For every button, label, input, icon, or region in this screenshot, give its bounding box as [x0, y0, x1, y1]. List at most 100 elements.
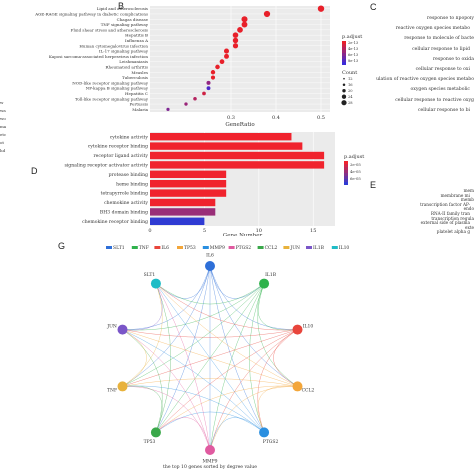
x-tick-label: 0.5	[317, 115, 325, 121]
network-edge	[122, 283, 163, 331]
network-edge	[155, 283, 211, 451]
legend-label: 4e-05	[350, 169, 361, 174]
left-fragment: hd	[0, 148, 6, 153]
legend-label: 2e-13	[348, 41, 359, 45]
go-term-label: transcription regula	[431, 215, 474, 221]
y-tick-label: Leishmaniasis	[119, 59, 148, 64]
bar	[150, 217, 205, 225]
network-edge	[122, 378, 298, 387]
legend-swatch	[283, 246, 290, 249]
network-edge	[155, 411, 265, 433]
bar	[150, 198, 216, 207]
y-tick-label: Pertussis	[130, 102, 148, 107]
network-edge	[122, 329, 298, 338]
legend-swatch	[228, 246, 235, 249]
network-node	[117, 324, 128, 335]
network-edge	[122, 329, 147, 387]
network-edge	[209, 265, 265, 299]
y-tick-label: chemokine receptor binding	[82, 219, 148, 225]
network-edge	[155, 265, 211, 299]
bar	[150, 151, 325, 160]
go-term-label: regulation of reactive oxygen species me…	[376, 77, 474, 83]
legend-swatch	[154, 246, 161, 249]
network-edge	[257, 385, 298, 433]
y-tick-label: protease binding	[109, 172, 148, 178]
legend-colorbar-segment	[344, 170, 348, 173]
legend-label: JUN	[289, 245, 300, 251]
legend-swatch	[257, 246, 264, 249]
x-tick-label: 15	[310, 228, 316, 234]
legend-colorbar-segment	[344, 179, 348, 182]
left-edge-fragments: w wa wo ma etc ot hd	[0, 100, 16, 156]
data-point	[232, 32, 239, 38]
y-tick-label: Hepatitis B	[125, 33, 148, 38]
network-node	[259, 427, 270, 438]
plot-background	[150, 6, 330, 112]
data-point	[237, 26, 243, 33]
bar	[150, 133, 292, 141]
network-edge	[273, 329, 298, 387]
network-node	[150, 427, 161, 438]
network-edge	[209, 417, 265, 451]
y-tick-label: IL-17 signaling pathway	[99, 49, 149, 54]
legend-label: 16	[348, 83, 353, 87]
legend-colorbar-segment	[342, 59, 346, 62]
go-term-label: cellular response to oxi	[415, 67, 470, 72]
legend-swatch	[306, 246, 312, 249]
panel-d-barchart: 0 5 10 15 cytokine activity cytokine receptor…	[64, 132, 364, 236]
go-term-label: exte	[464, 224, 474, 230]
legend-size-dot	[341, 94, 347, 99]
legend-label: 6e-13	[348, 53, 359, 57]
x-tick-label: 0	[148, 228, 151, 234]
legend-swatch	[202, 246, 209, 249]
left-fragment: etc	[0, 132, 7, 137]
bar	[150, 142, 303, 150]
legend-colorbar-segment	[344, 176, 348, 179]
go-term-label: transcription factor AP-	[420, 201, 470, 207]
y-tick-label: signaling receptor activator activity	[64, 163, 148, 169]
data-point	[232, 37, 239, 44]
legend-label: 6e-05	[350, 176, 361, 181]
network-edge	[209, 265, 298, 387]
go-term-label: membrane mi	[440, 192, 470, 198]
y-tick-label: cytokine activity	[110, 134, 149, 140]
node-label: TP53	[144, 439, 156, 445]
data-point	[224, 53, 229, 59]
y-tick-label: Hepatitis C	[125, 91, 148, 96]
panel-d-letter: D	[31, 166, 38, 176]
legend-colorbar-segment	[342, 44, 346, 47]
legend-colorbar-segment	[342, 50, 346, 53]
network-edge	[155, 385, 298, 433]
y-tick-label: NF-kappa B signaling pathway	[86, 86, 149, 91]
go-term-label: cellular response to lipid	[412, 46, 470, 52]
network-node	[205, 445, 215, 455]
legend-label: 24	[348, 95, 353, 99]
go-term-label: cellular response to reactive oxyg	[395, 97, 474, 103]
data-point	[219, 59, 225, 65]
legend-size-dot	[341, 100, 347, 106]
y-tick-label: Measles	[131, 70, 148, 75]
x-tick-label: 0.3	[227, 115, 235, 121]
go-term-label: endo	[463, 206, 474, 212]
legend-label: PTGS2	[236, 245, 252, 251]
y-tick-label: receptor ligand activity	[93, 153, 148, 159]
legend-swatch	[177, 246, 183, 249]
y-tick-label: NOD-like receptor signaling pathway	[72, 80, 148, 85]
network-edge	[257, 283, 298, 387]
legend-colorbar-segment	[342, 56, 346, 59]
network-edge	[155, 283, 171, 433]
node-label: PTGS2	[263, 439, 279, 445]
legend-label: 20	[348, 89, 353, 93]
legend-label: TP53	[184, 245, 196, 251]
go-term-label: RNA-II family tran	[430, 211, 470, 216]
y-tick-label: Rheumatoid arthritis	[106, 64, 148, 69]
y-tick-label: Human cytomegalovirus infection	[79, 43, 148, 48]
data-point	[223, 48, 230, 54]
data-point	[215, 64, 220, 70]
x-tick-label: 10	[256, 228, 262, 234]
data-point	[241, 21, 248, 28]
y-tick-label: Influenza A	[125, 38, 148, 43]
legend-swatch	[131, 246, 138, 249]
node-label: JUN	[106, 324, 117, 330]
data-point	[210, 75, 216, 80]
